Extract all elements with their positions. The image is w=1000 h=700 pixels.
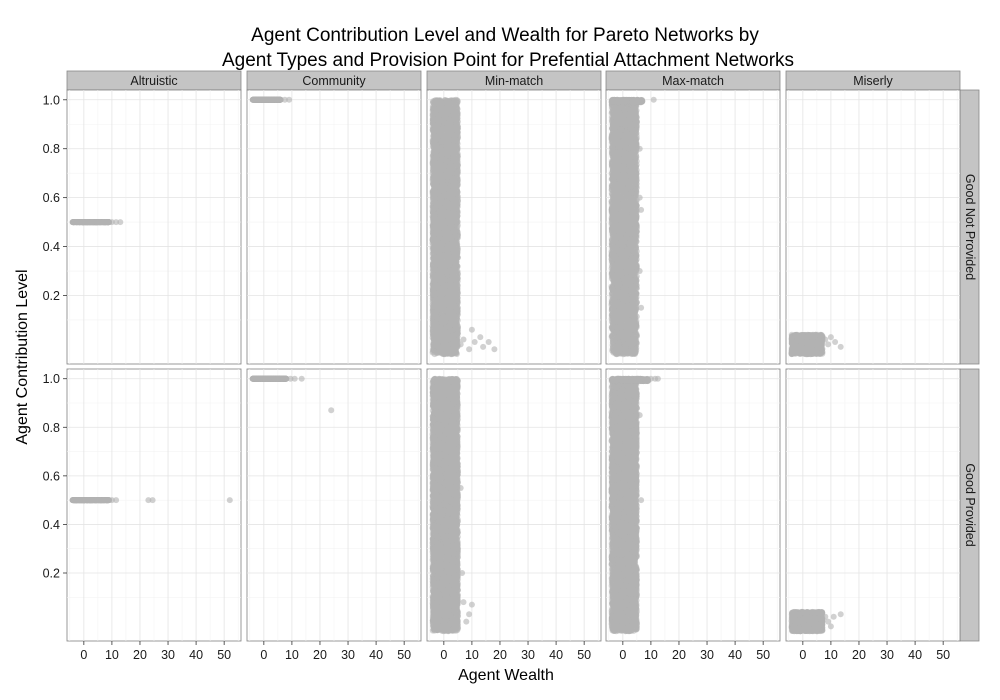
data-point — [117, 219, 124, 226]
data-point — [271, 96, 278, 103]
data-point — [71, 219, 78, 226]
panel-min-match-not-provided — [426, 89, 602, 365]
chart-title-line-1: Agent Contribution Level and Wealth for … — [251, 25, 759, 46]
chart-title-line-2: Agent Types and Provision Point for Pref… — [222, 50, 794, 71]
row-strip-good-provided: Good Provided — [959, 368, 980, 642]
panel-community-not-provided — [246, 89, 422, 365]
panels-layer: Altruistic Community Min-match Max-match Mis… — [66, 70, 980, 642]
strip-label: Miserly — [853, 74, 893, 88]
strip-label: Altruistic — [130, 74, 177, 88]
row-strip-label: Good Not Provided — [963, 174, 977, 280]
panel-altruistic-not-provided — [66, 89, 242, 365]
panel-points — [69, 219, 124, 226]
panel-points — [249, 96, 293, 103]
row-strip-good-not-provided: Good Not Provided — [959, 89, 980, 365]
strip-label: Min-match — [485, 74, 543, 88]
strip-min-match: Min-match — [426, 70, 602, 91]
strip-community: Community — [246, 70, 422, 91]
data-point — [286, 96, 293, 103]
strip-miserly: Miserly — [785, 70, 961, 91]
strip-altruistic: Altruistic — [66, 70, 242, 91]
strip-label: Max-match — [662, 74, 724, 88]
data-point — [254, 96, 261, 103]
strip-label: Community — [302, 74, 366, 88]
strip-max-match: Max-match — [605, 70, 781, 91]
panel-grid — [67, 90, 241, 364]
data-point — [89, 219, 95, 226]
row-strip-label: Good Provided — [963, 463, 977, 546]
data-point — [97, 219, 103, 226]
